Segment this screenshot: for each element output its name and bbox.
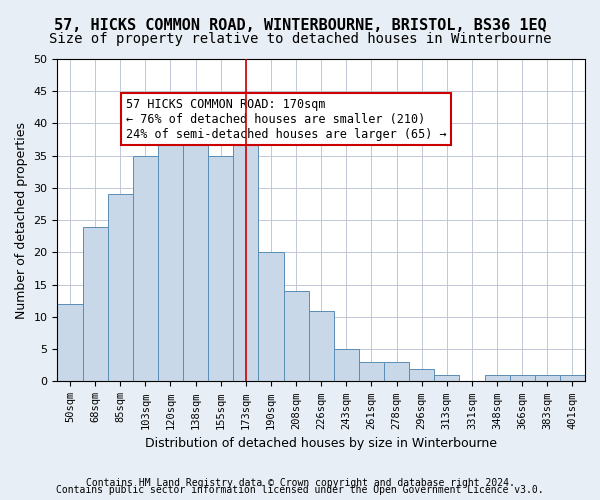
Bar <box>133 156 158 382</box>
Bar <box>535 375 560 382</box>
Bar <box>308 310 334 382</box>
Text: 57 HICKS COMMON ROAD: 170sqm
← 76% of detached houses are smaller (210)
24% of s: 57 HICKS COMMON ROAD: 170sqm ← 76% of de… <box>126 98 446 140</box>
Bar <box>183 110 208 382</box>
Bar <box>284 291 308 382</box>
Bar <box>560 375 585 382</box>
Text: Contains HM Land Registry data © Crown copyright and database right 2024.: Contains HM Land Registry data © Crown c… <box>86 478 514 488</box>
Bar <box>233 143 259 382</box>
Bar <box>334 349 359 382</box>
Bar <box>208 156 233 382</box>
Bar <box>259 252 284 382</box>
Bar <box>158 110 183 382</box>
Bar <box>384 362 409 382</box>
Text: Size of property relative to detached houses in Winterbourne: Size of property relative to detached ho… <box>49 32 551 46</box>
Text: 57, HICKS COMMON ROAD, WINTERBOURNE, BRISTOL, BS36 1EQ: 57, HICKS COMMON ROAD, WINTERBOURNE, BRI… <box>53 18 547 32</box>
Bar <box>485 375 509 382</box>
Bar <box>58 304 83 382</box>
Bar <box>409 368 434 382</box>
Bar <box>434 375 460 382</box>
X-axis label: Distribution of detached houses by size in Winterbourne: Distribution of detached houses by size … <box>145 437 497 450</box>
Bar <box>107 194 133 382</box>
Bar <box>83 226 107 382</box>
Bar <box>359 362 384 382</box>
Bar <box>509 375 535 382</box>
Text: Contains public sector information licensed under the Open Government Licence v3: Contains public sector information licen… <box>56 485 544 495</box>
Y-axis label: Number of detached properties: Number of detached properties <box>15 122 28 318</box>
